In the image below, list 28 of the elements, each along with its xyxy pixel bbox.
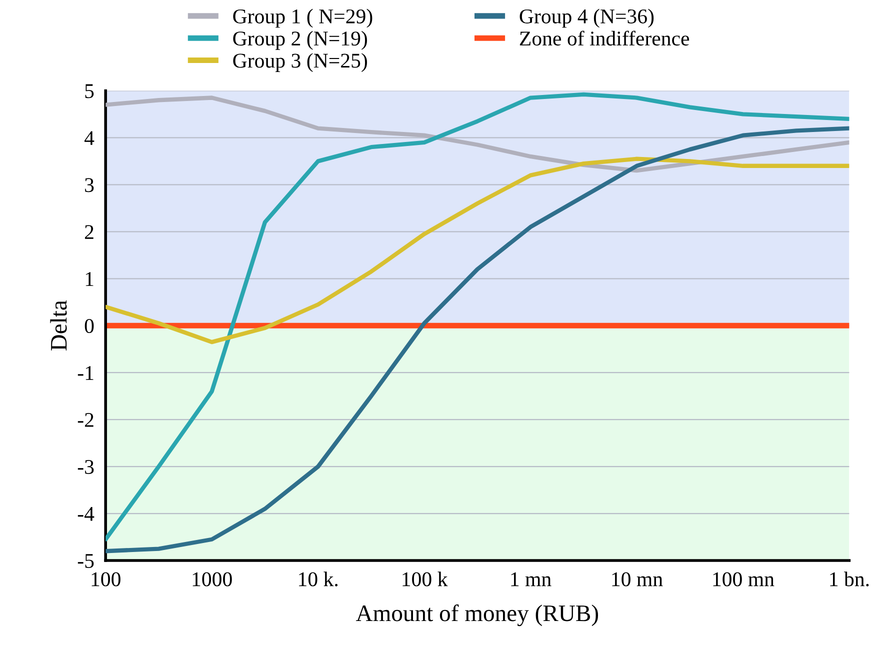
y-tick-label: -5 bbox=[78, 554, 94, 568]
legend-label: Group 4 (N=36) bbox=[520, 8, 654, 28]
x-tick-label: 100 k bbox=[402, 572, 448, 586]
legend-label: Group 1 ( N=29) bbox=[233, 8, 372, 28]
x-tick-label: 1000 bbox=[192, 572, 232, 586]
y-tick-label: -3 bbox=[78, 460, 94, 474]
y-tick-label: 3 bbox=[85, 178, 94, 192]
y-tick-label: -1 bbox=[78, 366, 94, 380]
y-tick-label: 1 bbox=[86, 272, 94, 286]
y-tick-label: 4 bbox=[84, 131, 94, 145]
x-tick-label: 1 mn bbox=[511, 572, 552, 586]
x-tick-label: 100 bbox=[92, 572, 120, 586]
x-axis-title: Amount of money (RUB) bbox=[356, 604, 598, 626]
legend-label: Zone of indifference bbox=[520, 30, 690, 46]
x-tick-label: 10 k. bbox=[299, 572, 338, 586]
x-tick-label: 100 mn bbox=[713, 572, 774, 586]
y-axis-title: Delta bbox=[50, 300, 67, 351]
y-tick-label: 0 bbox=[84, 318, 94, 334]
y-tick-label: -4 bbox=[78, 507, 94, 521]
y-tick-label: 2 bbox=[84, 225, 94, 239]
line-series bbox=[106, 96, 850, 173]
legend-label: Group 3 (N=25) bbox=[233, 53, 367, 72]
y-tick-label: -2 bbox=[78, 413, 94, 427]
legend-label: Group 2 (N=19) bbox=[233, 30, 367, 50]
x-tick-label: 1 bn. bbox=[830, 572, 869, 586]
line-series bbox=[106, 156, 850, 344]
y-tick-label: 5 bbox=[85, 84, 94, 98]
x-tick-label: 10 mn bbox=[612, 572, 663, 586]
